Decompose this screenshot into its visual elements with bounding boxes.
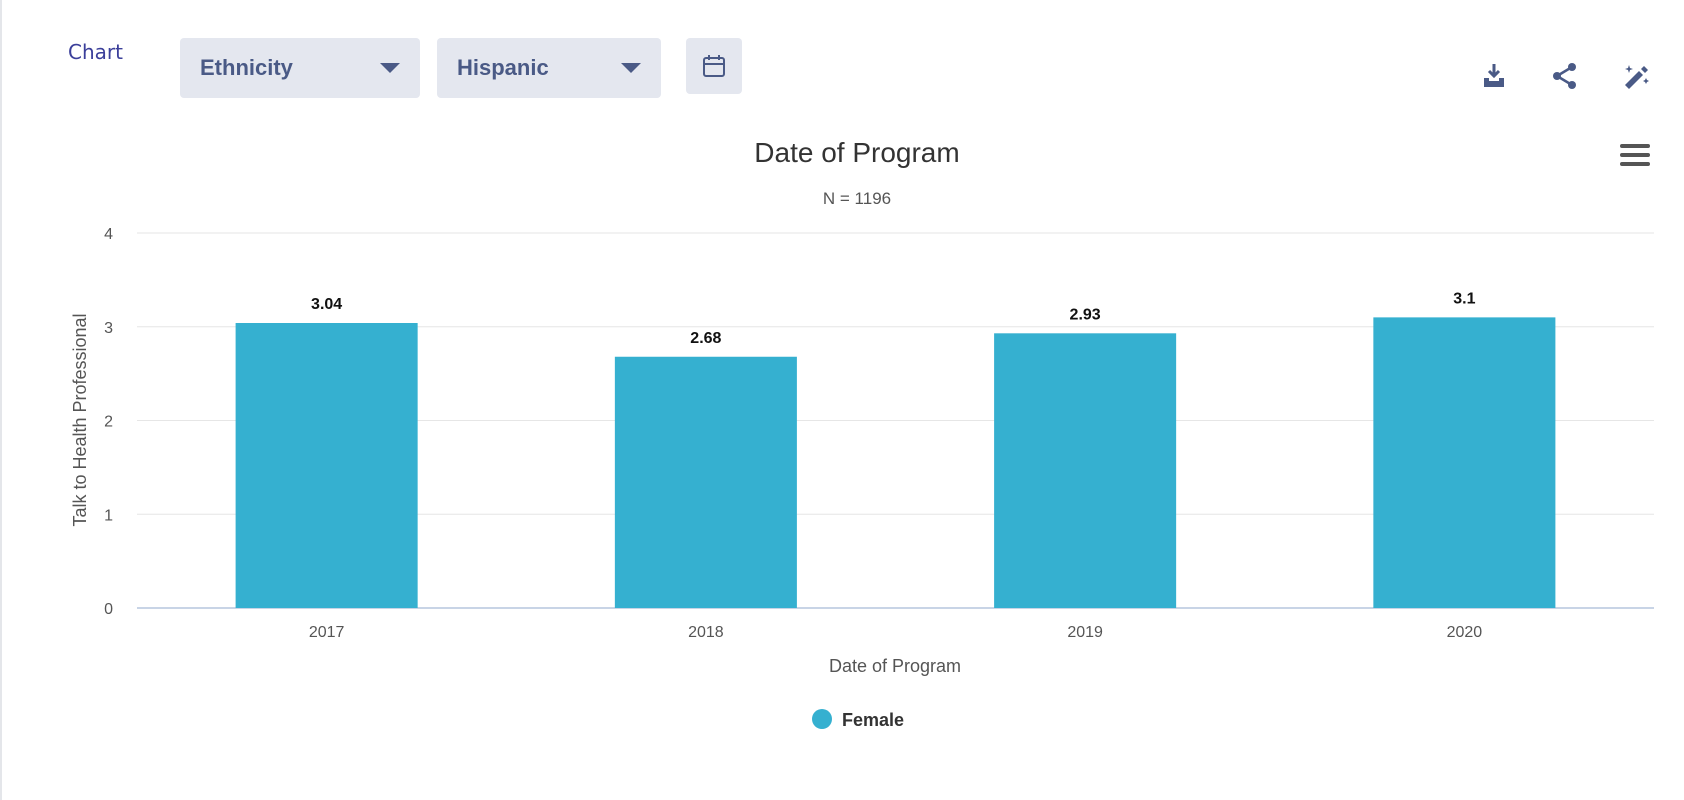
download-icon: [1484, 64, 1504, 87]
x-tick-label: 2019: [1067, 624, 1103, 641]
download-button[interactable]: [1478, 60, 1510, 92]
data-label: 3.04: [311, 296, 342, 313]
ethnicity-dropdown[interactable]: Ethnicity: [180, 38, 420, 98]
x-tick-label: 2018: [688, 624, 724, 641]
x-tick-label: 2020: [1447, 624, 1483, 641]
y-tick-label: 1: [104, 507, 113, 524]
hispanic-dropdown-value: Hispanic: [457, 55, 549, 80]
legend-marker: [812, 709, 832, 729]
data-label: 2.68: [690, 330, 721, 347]
tab-chart[interactable]: Chart: [68, 40, 123, 64]
bar[interactable]: [614, 356, 797, 608]
data-label: 2.93: [1070, 306, 1101, 323]
magic-wand-icon: [1625, 65, 1649, 89]
share-button[interactable]: [1549, 60, 1581, 92]
chevron-down-icon: [621, 63, 641, 73]
bar[interactable]: [1373, 317, 1556, 608]
chevron-down-icon: [380, 63, 400, 73]
chart-subtitle: N = 1196: [823, 189, 891, 208]
bar[interactable]: [235, 323, 418, 608]
chart-menu-button[interactable]: [1620, 144, 1650, 170]
legend-label: Female: [842, 710, 904, 730]
calendar-icon: [703, 55, 725, 77]
bar[interactable]: [994, 333, 1177, 608]
y-tick-label: 3: [104, 320, 113, 337]
data-label: 3.1: [1453, 290, 1475, 307]
hispanic-dropdown[interactable]: Hispanic: [437, 38, 661, 98]
y-tick-label: 0: [104, 601, 113, 618]
x-tick-label: 2017: [309, 624, 345, 641]
y-axis-title: Talk to Health Professional: [70, 313, 90, 526]
y-tick-label: 4: [104, 226, 113, 243]
y-tick-label: 2: [104, 414, 113, 431]
hamburger-menu-icon: [1620, 144, 1650, 166]
x-axis-title: Date of Program: [829, 656, 961, 676]
ethnicity-dropdown-value: Ethnicity: [200, 55, 293, 80]
chart-title: Date of Program: [754, 137, 959, 168]
edit-chart-button[interactable]: [1620, 60, 1652, 92]
share-icon: [1553, 63, 1576, 89]
date-picker-button[interactable]: [686, 38, 742, 94]
